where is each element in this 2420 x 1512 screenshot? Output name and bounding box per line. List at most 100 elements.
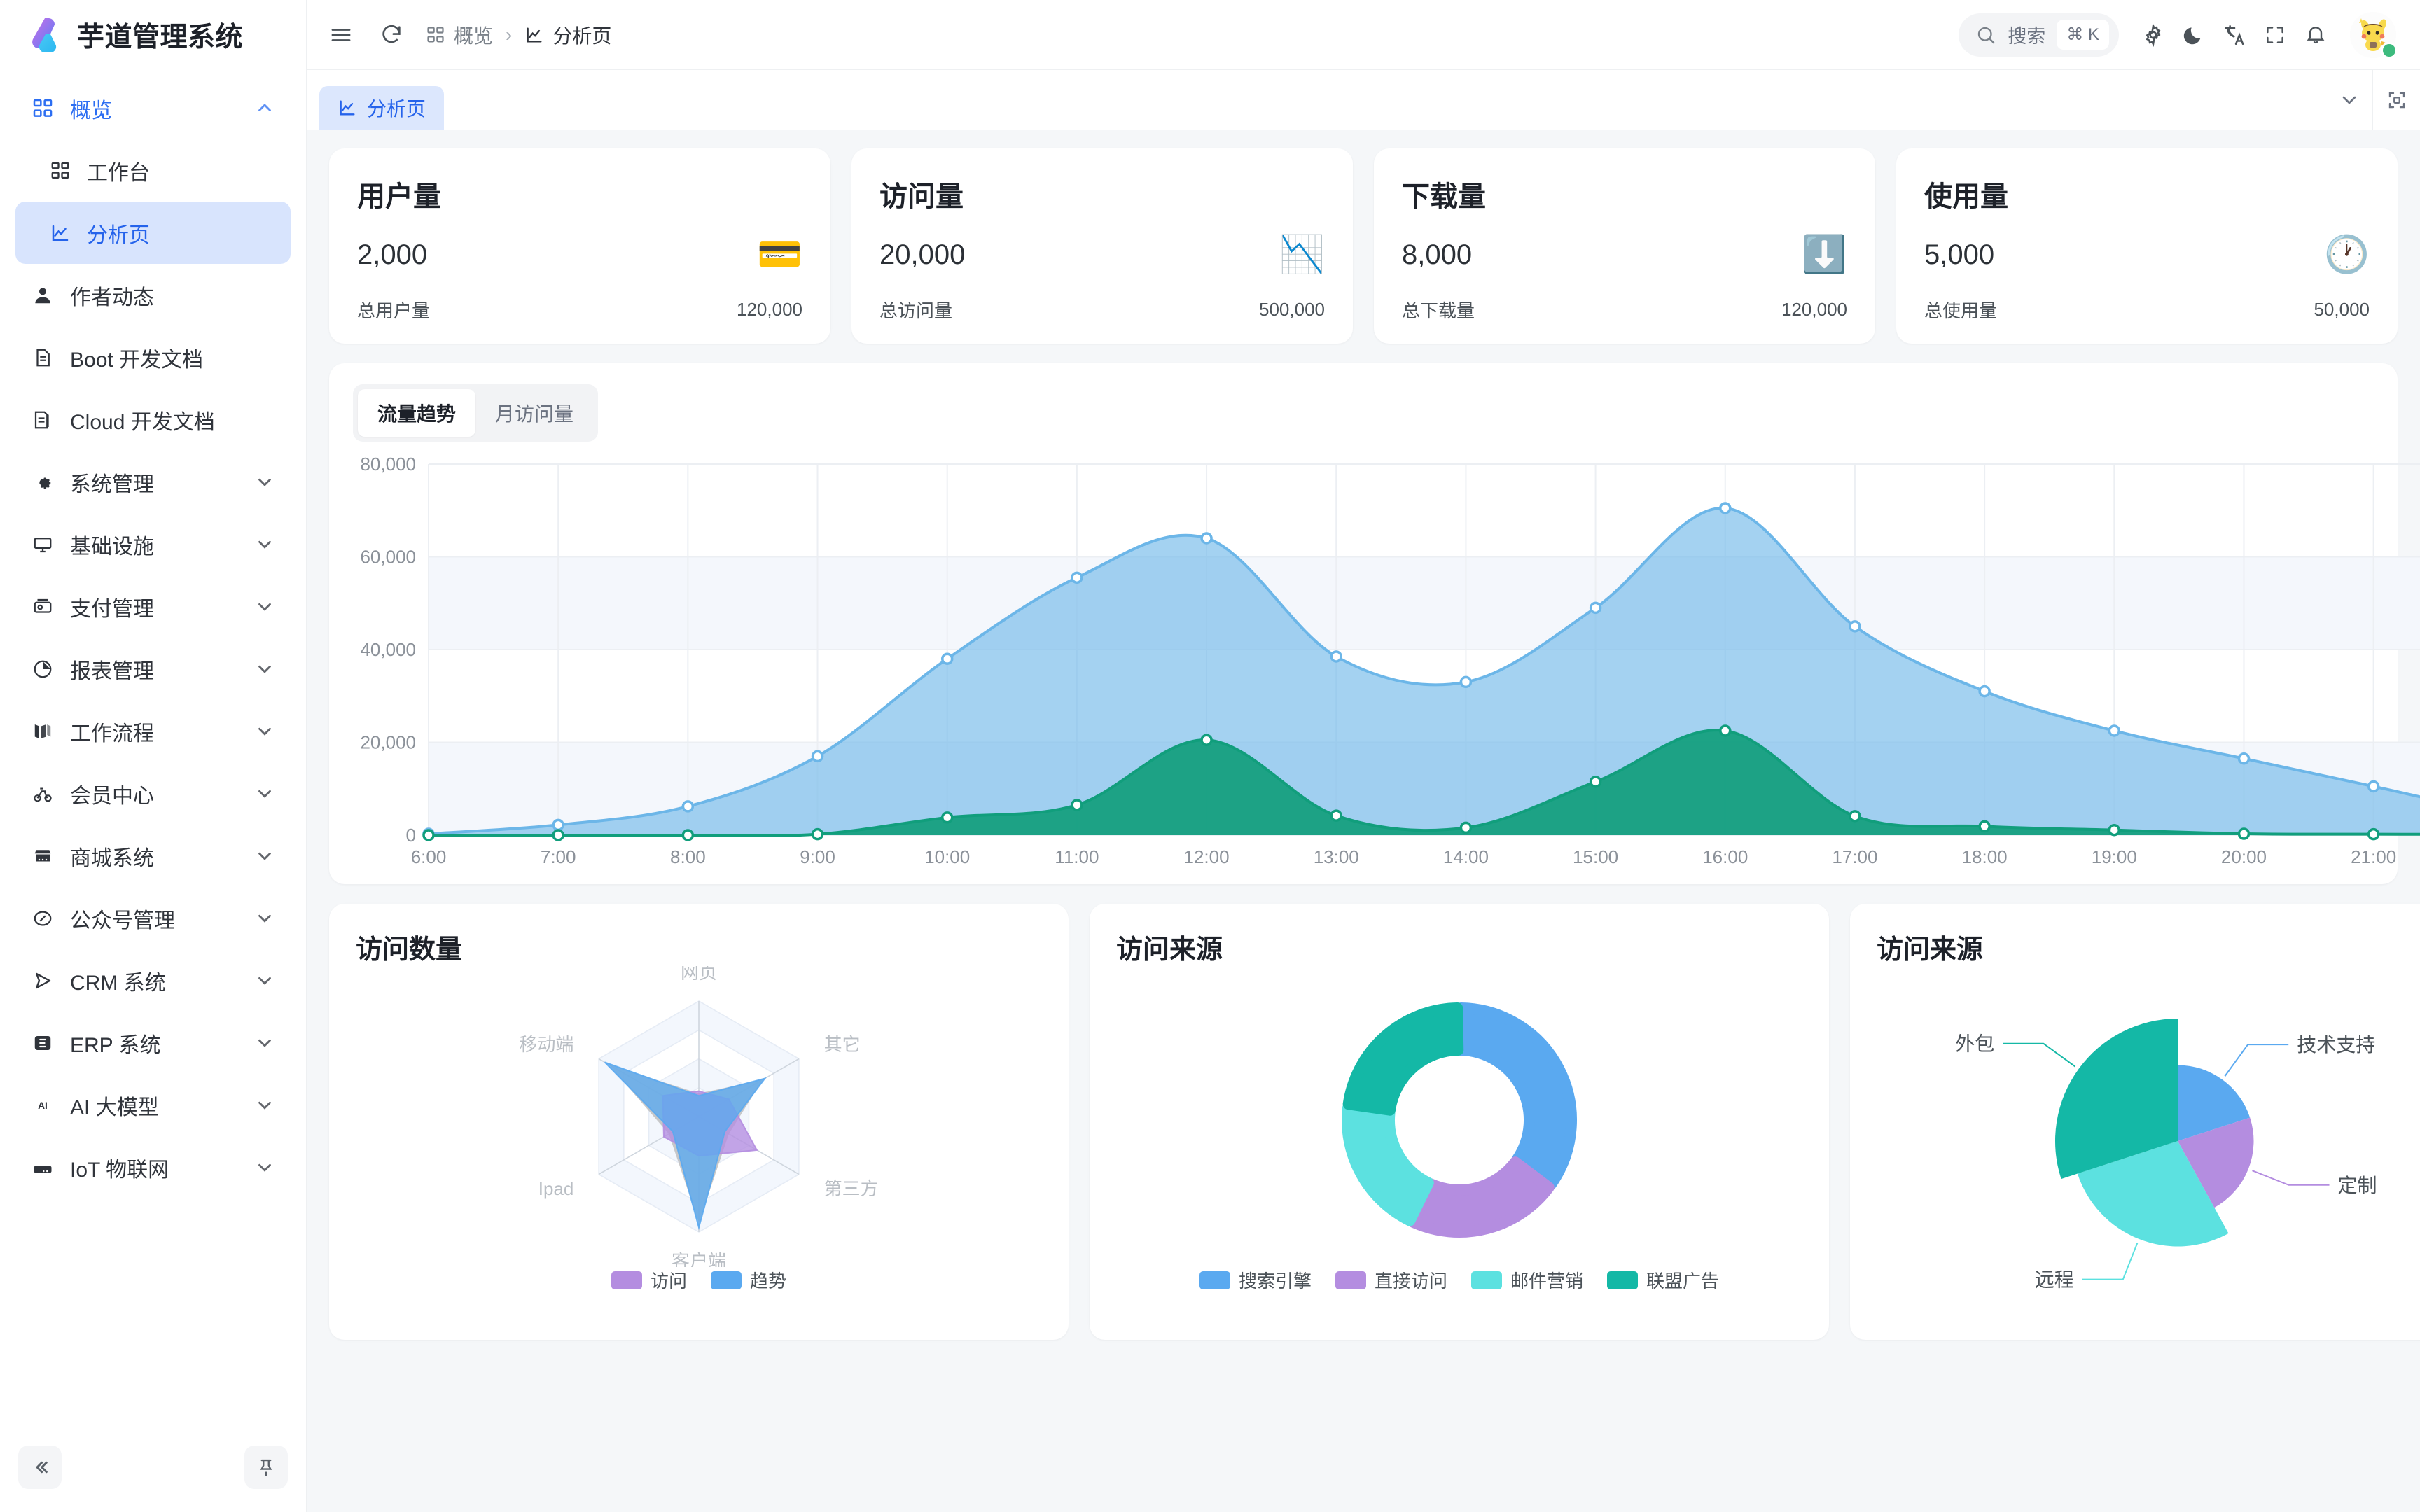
chevron-down-icon (254, 783, 275, 804)
translate-icon[interactable] (2218, 19, 2251, 51)
sidebar-item-ai-model[interactable]: AI AI 大模型 (15, 1074, 291, 1136)
sidebar-item-mp-mgmt[interactable]: 公众号管理 (15, 887, 291, 949)
svg-text:20,000: 20,000 (360, 732, 416, 753)
legend-item[interactable]: 直接访问 (1335, 1267, 1447, 1293)
area-chart-svg: 0 20,000 40,000 60,000 80,000 6:00 7:00 8:00 9:0… (360, 454, 2420, 867)
file-text-icon (31, 346, 55, 370)
hamburger-icon[interactable] (325, 19, 357, 51)
legend-label: 直接访问 (1374, 1270, 1447, 1292)
stat-title: 下载量 (1402, 181, 1486, 212)
sidebar-item-workflow[interactable]: 工作流程 (15, 700, 291, 762)
sidebar-collapse-button[interactable] (18, 1446, 62, 1489)
stat-card-users: 用户量 2,000 💳 总用户量 120,000 (329, 148, 830, 344)
breadcrumb-label: 分析页 (552, 24, 612, 47)
legend-item[interactable]: 联盟广告 (1607, 1267, 1719, 1293)
breadcrumb-item-analysis[interactable]: 分析页 (524, 21, 611, 49)
bell-icon[interactable] (2300, 19, 2332, 51)
refresh-icon[interactable] (375, 19, 408, 51)
chevron-down-icon (254, 1032, 275, 1054)
sidebar-item-label: 支付管理 (70, 597, 154, 621)
moon-icon[interactable] (2178, 19, 2210, 51)
legend-item[interactable]: 趋势 (711, 1267, 786, 1293)
stat-footer: 总使用量 50,000 (1924, 297, 2370, 323)
pie-chart-icon (31, 657, 55, 681)
sidebar-item-system-mgmt[interactable]: 系统管理 (15, 451, 291, 513)
grid-icon (426, 25, 445, 45)
tab-analysis[interactable]: 分析页 (319, 86, 445, 130)
legend-item[interactable]: 访问 (611, 1267, 687, 1293)
search-input[interactable]: 搜索 ⌘ K (1959, 13, 2119, 57)
legend-label: 趋势 (750, 1270, 787, 1292)
pie-chart-emoji-icon: 📉 (1279, 234, 1325, 275)
sidebar-item-overview[interactable]: 概览 (15, 77, 291, 139)
svg-text:客户端: 客户端 (672, 1250, 726, 1267)
sidebar-nav: 概览 工作台 分析页 (0, 70, 306, 1435)
stat-value: 5,000 (1924, 239, 1995, 270)
stat-foot-value: 120,000 (1781, 299, 1847, 320)
sidebar-item-author-feed[interactable]: 作者动态 (15, 264, 291, 326)
sidebar-item-member-center[interactable]: 会员中心 (15, 762, 291, 825)
chart-line-icon (524, 25, 544, 45)
brand[interactable]: 芋道管理系统 (0, 0, 306, 70)
trend-segmented-control: 流量趋势 月访问量 (353, 384, 599, 442)
breadcrumb-separator: › (506, 23, 513, 46)
clock-icon: 🕐 (2324, 234, 2370, 275)
store-icon (31, 844, 55, 868)
main-area: 概览 › 分析页 搜索 ⌘ K (307, 0, 2420, 1512)
sidebar-item-label: 会员中心 (70, 784, 154, 808)
visit-source-rose-panel: 访问来源 技术支持 定制 远程 外包 (1850, 904, 2420, 1340)
svg-text:17:00: 17:00 (1832, 846, 1877, 867)
svg-text:21:00: 21:00 (2351, 846, 2396, 867)
sidebar-item-infrastructure[interactable]: 基础设施 (15, 513, 291, 575)
legend-swatch (1199, 1270, 1230, 1289)
avatar[interactable] (2350, 11, 2398, 59)
traffic-trend-panel: 流量趋势 月访问量 0 20,000 40,000 60,000 80,000 6:00 7… (329, 363, 2420, 884)
sidebar-item-mall-system[interactable]: 商城系统 (15, 825, 291, 887)
maximize-content-button[interactable] (2372, 70, 2420, 130)
chevron-down-icon (254, 596, 275, 617)
sidebar-item-crm-system[interactable]: CRM 系统 (15, 949, 291, 1011)
status-badge (2381, 41, 2398, 59)
legend-label: 邮件营销 (1510, 1270, 1584, 1292)
download-arrow-icon: ⬇️ (1802, 234, 1847, 275)
panel-title: 访问数量 (356, 935, 463, 965)
svg-text:80,000: 80,000 (360, 454, 416, 475)
sidebar-item-cloud-docs[interactable]: Cloud 开发文档 (15, 388, 291, 451)
sidebar-item-analysis[interactable]: 分析页 (15, 202, 291, 264)
pin-icon[interactable] (244, 1446, 288, 1489)
legend-item[interactable]: 邮件营销 (1471, 1267, 1583, 1293)
breadcrumb-item-overview[interactable]: 概览 (426, 21, 493, 49)
sidebar-item-report-mgmt[interactable]: 报表管理 (15, 638, 291, 700)
sidebar-item-workbench[interactable]: 工作台 (15, 139, 291, 202)
svg-text:12:00: 12:00 (1184, 846, 1230, 867)
sidebar-item-boot-docs[interactable]: Boot 开发文档 (15, 326, 291, 388)
sidebar-item-iot[interactable]: IoT 物联网 (15, 1136, 291, 1198)
segment-traffic-trend[interactable]: 流量趋势 (358, 389, 476, 437)
legend-item[interactable]: 搜索引擎 (1199, 1267, 1312, 1293)
svg-text:11:00: 11:00 (1055, 846, 1099, 867)
svg-text:远程: 远程 (2035, 1269, 2074, 1291)
svg-text:其它: 其它 (824, 1034, 861, 1055)
sidebar-item-label: IoT 物联网 (70, 1158, 169, 1182)
traffic-trend-chart: 0 20,000 40,000 60,000 80,000 6:00 7:00 8:00 9:0… (353, 454, 2420, 874)
sidebar-item-erp-system[interactable]: ERP 系统 (15, 1011, 291, 1074)
sidebar-item-label: 工作流程 (70, 722, 154, 746)
sidebar-item-label: 报表管理 (70, 659, 154, 683)
visit-count-panel: 访问数量 网页 其它 第三方 客户端 Ipad 移动端 访问 趋势 (329, 904, 1069, 1340)
tab-dropdown-button[interactable] (2325, 70, 2372, 130)
sidebar-item-label: 作者动态 (70, 286, 154, 309)
search-icon (1975, 24, 1996, 46)
chevron-down-icon (254, 659, 275, 680)
gear-icon[interactable] (2137, 19, 2169, 51)
panel-title: 访问来源 (1877, 935, 1984, 965)
stat-foot-label: 总下载量 (1402, 300, 1475, 321)
file-copy-icon (31, 408, 55, 432)
svg-text:13:00: 13:00 (1314, 846, 1359, 867)
stat-foot-label: 总用户量 (357, 300, 431, 321)
chevron-up-icon (254, 98, 275, 119)
breadcrumb: 概览 › 分析页 (426, 21, 611, 49)
segment-monthly-visits[interactable]: 月访问量 (495, 403, 574, 425)
sidebar-item-payment-mgmt[interactable]: 支付管理 (15, 575, 291, 638)
fullscreen-icon[interactable] (2259, 19, 2291, 51)
